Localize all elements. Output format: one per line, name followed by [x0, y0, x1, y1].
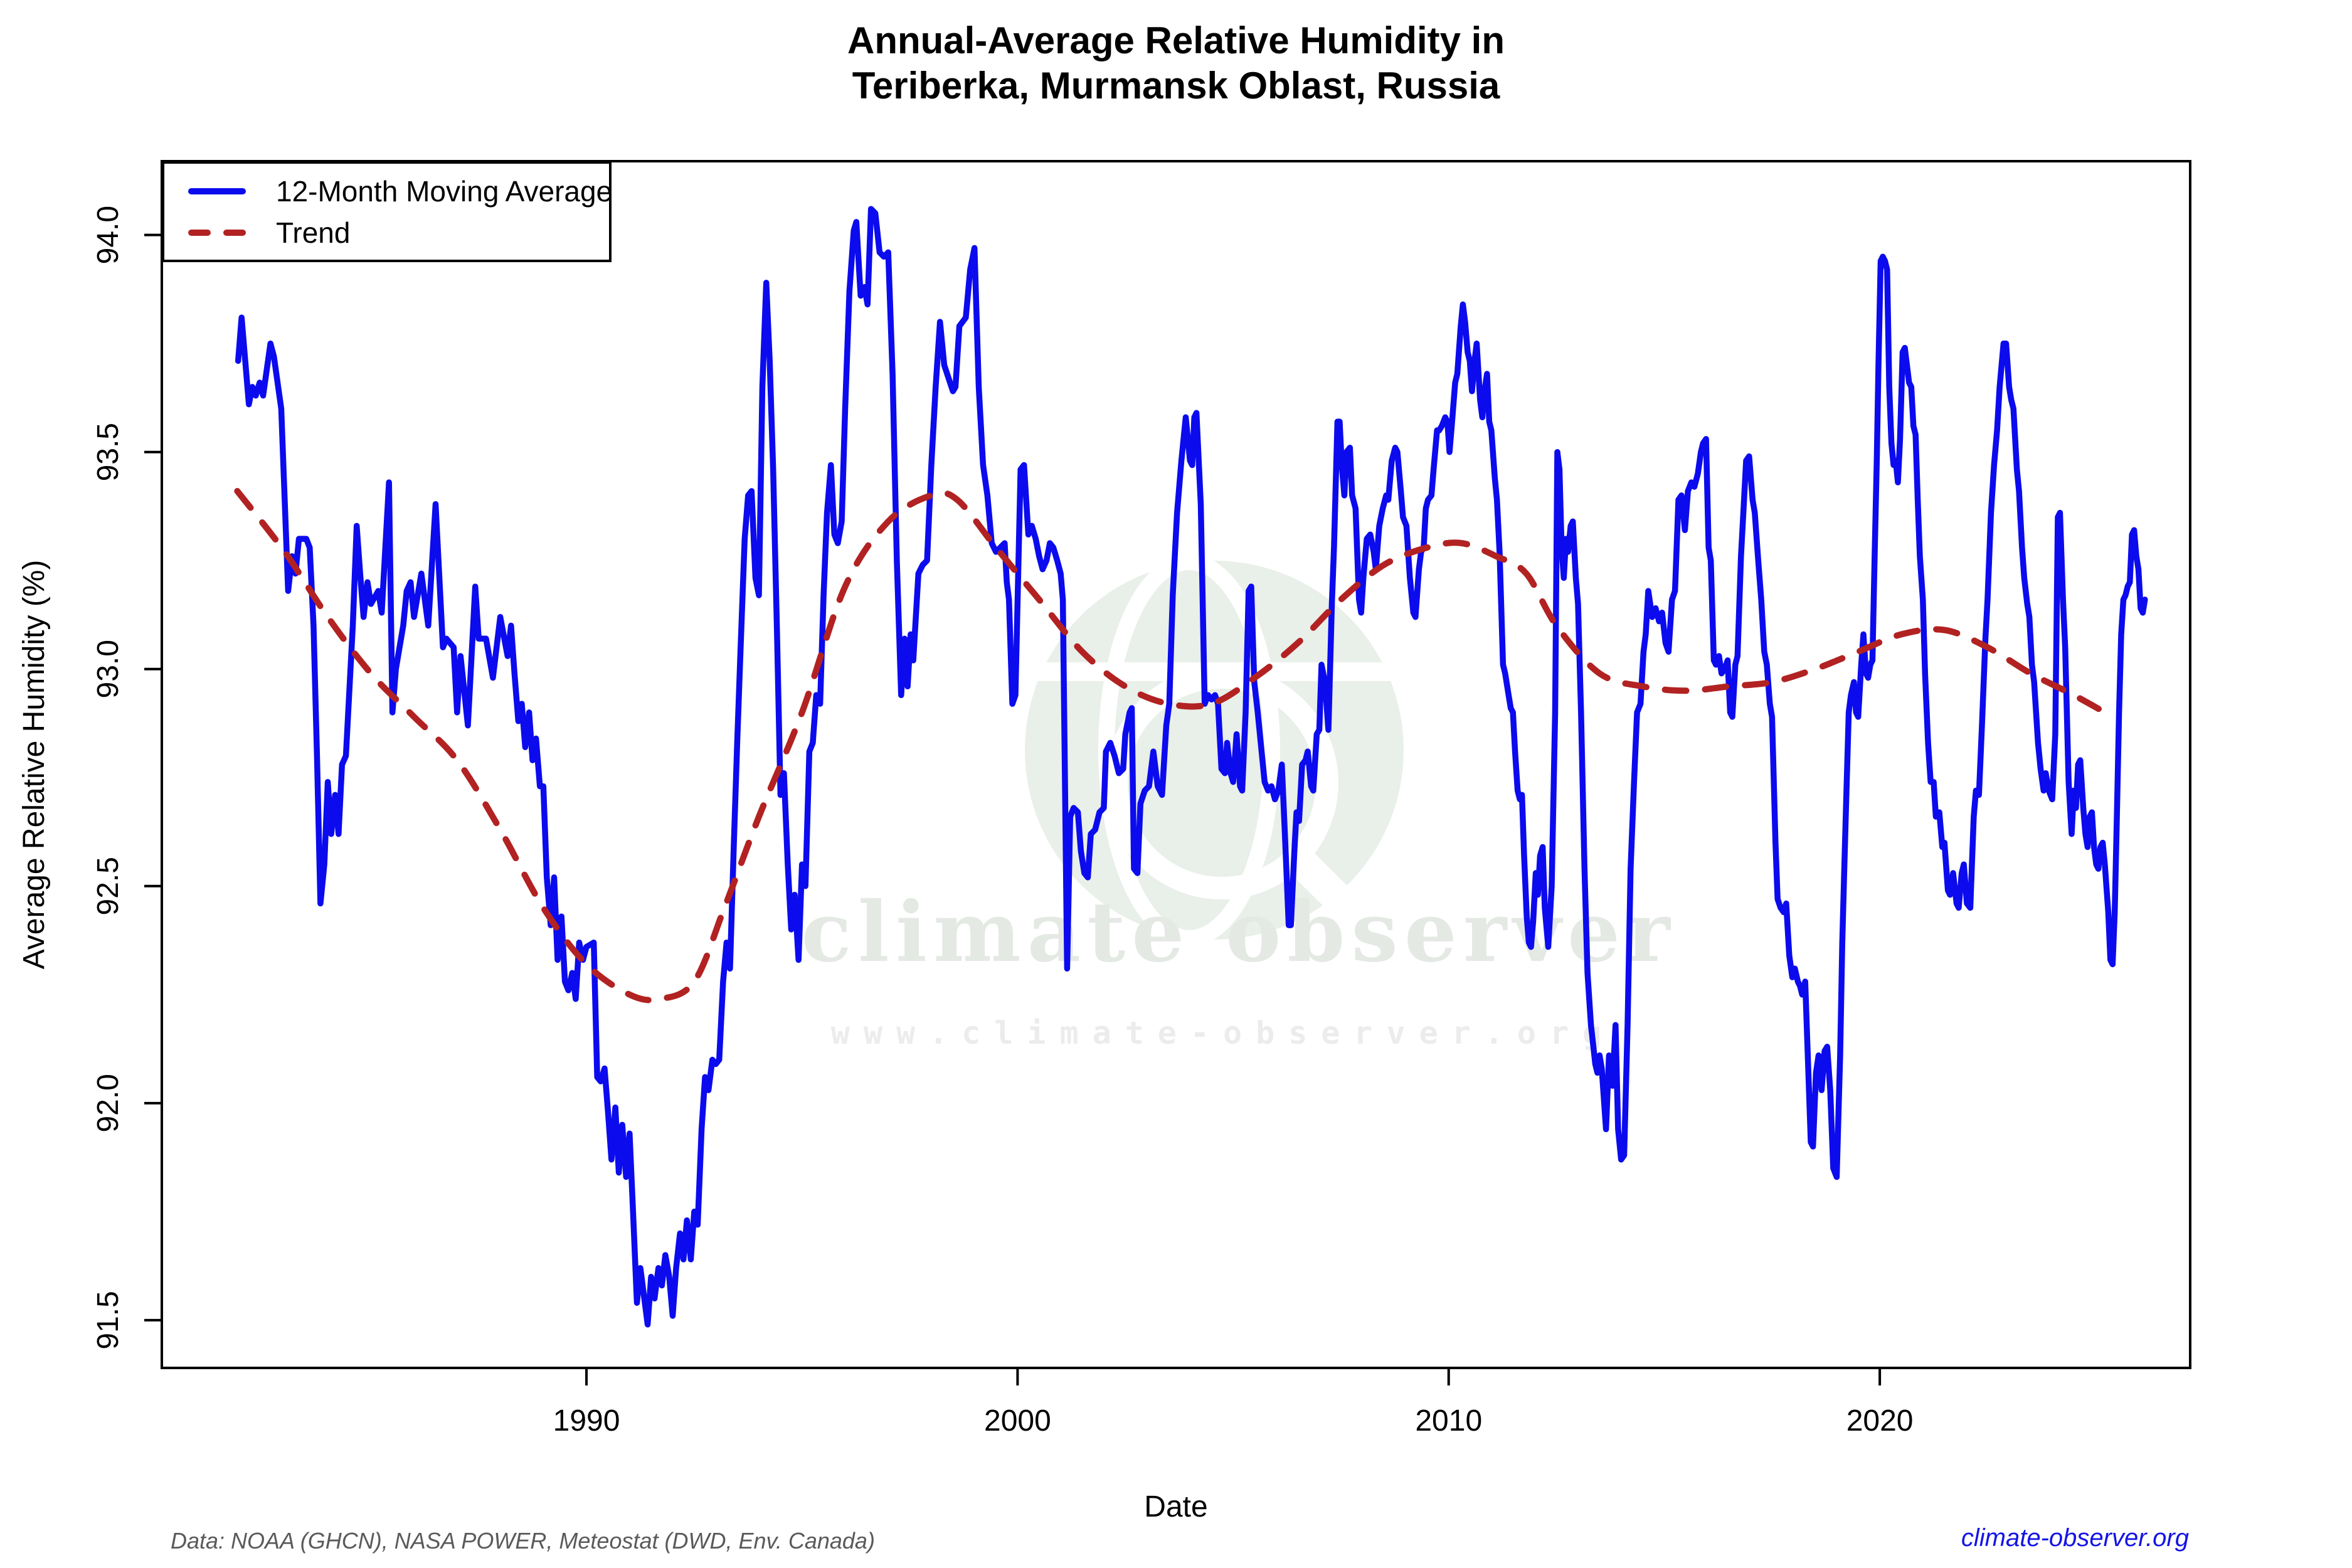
y-tick-label: 93.5 [92, 423, 125, 481]
y-tick-label: 92.0 [92, 1074, 125, 1132]
moving-average-line-sample-icon [188, 188, 246, 194]
y-tick-label: 94.0 [92, 206, 125, 264]
series-layer [234, 206, 2148, 1328]
trend-dash-icon [223, 229, 246, 236]
x-tick-label: 1990 [553, 1404, 620, 1438]
chart-title-line-1: Annual-Average Relative Humidity in [847, 19, 1505, 61]
legend-label-trend: Trend [276, 216, 351, 249]
data-source-note: Data: NOAA (GHCN), NASA POWER, Meteostat… [171, 1528, 875, 1554]
watermark-globe-icon [1022, 554, 1414, 974]
x-axis-title: Date [1144, 1490, 1207, 1523]
legend-row-moving-average: 12-Month Moving Average [188, 174, 613, 208]
y-tick-label: 93.0 [92, 640, 125, 698]
x-tick-label: 2000 [984, 1404, 1051, 1438]
legend-row-trend: Trend [188, 216, 609, 249]
x-tick-label: 2010 [1415, 1404, 1482, 1438]
y-tick-label: 92.5 [92, 857, 125, 915]
chart-title-line-2: Teriberka, Murmansk Oblast, Russia [852, 65, 1500, 107]
plot-border [161, 160, 2191, 1369]
legend-label-moving-average: 12-Month Moving Average [276, 174, 613, 208]
x-tick-label: 2020 [1846, 1404, 1914, 1438]
axes-layer: 1990 2000 2010 2020 91.5 92.0 92.5 93.0 93.5 94.0 [92, 206, 1913, 1438]
y-axis-title: Average Relative Humidity (%) [18, 560, 51, 970]
trend-line-sample-icon [188, 229, 246, 236]
watermark-url-text: www.climate-observer.org [831, 1015, 1615, 1051]
trend-dash-icon [188, 229, 211, 236]
legend: 12-Month Moving Average Trend [162, 161, 612, 262]
site-link[interactable]: climate-observer.org [1961, 1524, 2189, 1552]
y-tick-label: 91.5 [92, 1291, 125, 1349]
moving-average-line [235, 206, 2148, 1328]
trend-line [234, 488, 2116, 1004]
